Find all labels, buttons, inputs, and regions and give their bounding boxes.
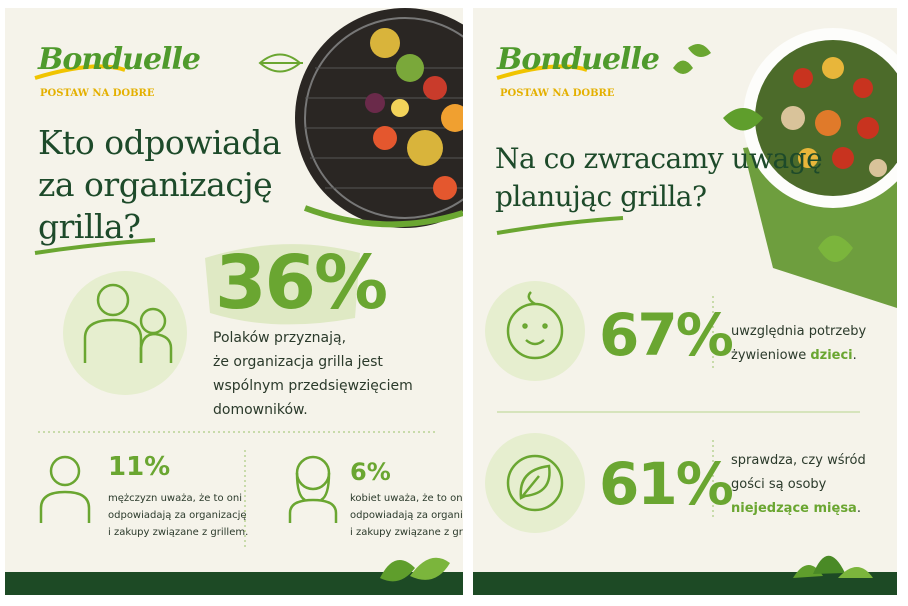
logo: Bonduelle: [38, 42, 201, 77]
right-decor: [473, 28, 897, 595]
stat-text: kobiet uważa, że to one odpowiadają za or…: [350, 490, 463, 541]
tagline: POSTAW NA DOBRE: [40, 88, 155, 99]
text-line: Kto odpowiada: [38, 123, 282, 162]
panel-right: Bonduelle POSTAW NA DOBRE Na co zwracamy…: [473, 8, 897, 595]
stat-text: sprawdza, czy wśród gości są osoby niejedz…: [731, 449, 866, 521]
text-line: że organizacja grilla jest: [213, 354, 383, 370]
stat-number: 11%: [108, 452, 171, 482]
text-end: .: [856, 501, 861, 516]
text-line: żywieniowe dzieci.: [731, 344, 866, 368]
text-line: planując grilla?: [495, 180, 707, 213]
text-line: gości są osoby: [731, 477, 827, 492]
stat-text: mężczyzn uważa, że to oni odpowiadają za …: [108, 490, 248, 541]
highlight: niejedzące mięsa: [731, 501, 857, 516]
logo: Bonduelle: [497, 42, 660, 77]
text-line: uwzględnia potrzeby: [731, 324, 867, 339]
panel-left: Bonduelle POSTAW NA DOBRE Kto odpowiada z…: [5, 8, 463, 595]
text-line: i zakupy związane z grillem.: [350, 527, 463, 538]
text-line: i zakupy związane z grillem.: [108, 527, 249, 538]
text-line: Na co zwracamy uwagę: [495, 142, 823, 175]
text-line: grilla?: [38, 207, 141, 246]
text-line: kobiet uważa, że to one: [350, 493, 463, 504]
text-line: żywieniowe: [731, 348, 811, 363]
text-end: .: [852, 348, 857, 363]
text-line: wspólnym przedsięwzięciem: [213, 378, 413, 394]
stat-number: 61%: [599, 450, 734, 518]
text-line: odpowiadają za organizacje: [350, 510, 463, 521]
text-line: Polaków przyznają,: [213, 330, 347, 346]
text-line: odpowiadają za organizację: [108, 510, 247, 521]
stat-number: 36%: [215, 240, 388, 326]
text-line: domowników.: [213, 402, 308, 418]
highlight: dzieci: [810, 348, 853, 363]
text-line: niejedzące mięsa.: [731, 497, 866, 521]
stat-text: uwzględnia potrzeby żywieniowe dzieci.: [731, 320, 866, 368]
tagline: POSTAW NA DOBRE: [500, 88, 615, 99]
stat-number: 67%: [599, 301, 734, 369]
stat-text: Polaków przyznają, że organizacja grilla …: [213, 326, 413, 422]
stat-number: 6%: [350, 458, 391, 486]
text-line: mężczyzn uważa, że to oni: [108, 493, 242, 504]
left-decor: [5, 8, 463, 595]
title: Kto odpowiada za organizację grilla?: [38, 122, 282, 248]
title: Na co zwracamy uwagę planując grilla?: [495, 140, 823, 216]
text-line: za organizację: [38, 165, 273, 204]
text-line: sprawdza, czy wśród: [731, 453, 866, 468]
